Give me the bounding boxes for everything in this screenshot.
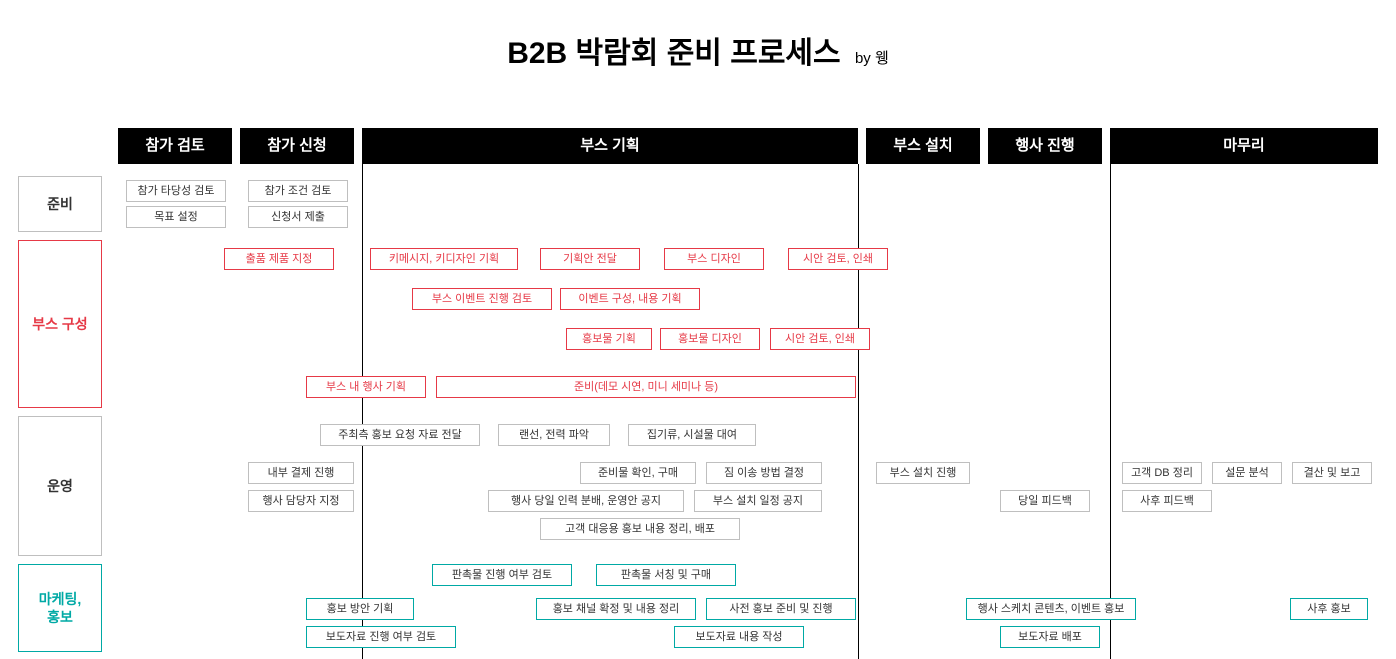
row-header: 준비 [18, 176, 102, 232]
task-box: 고객 DB 정리 [1122, 462, 1202, 484]
column-header: 참가 검토 [118, 128, 232, 164]
row-header: 운영 [18, 416, 102, 556]
title-text: B2B 박람회 준비 프로세스 [507, 37, 840, 70]
task-box: 참가 조건 검토 [248, 180, 348, 202]
task-box: 부스 이벤트 진행 검토 [412, 288, 552, 310]
task-box: 사후 홍보 [1290, 598, 1368, 620]
task-box: 홍보물 기획 [566, 328, 652, 350]
column-header: 마무리 [1110, 128, 1378, 164]
column-divider [362, 164, 363, 659]
task-box: 신청서 제출 [248, 206, 348, 228]
task-box: 시안 검토, 인쇄 [770, 328, 870, 350]
task-box: 준비물 확인, 구매 [580, 462, 696, 484]
task-box: 판촉물 서칭 및 구매 [596, 564, 736, 586]
column-header: 부스 설치 [866, 128, 980, 164]
task-box: 주최측 홍보 요청 자료 전달 [320, 424, 480, 446]
task-box: 시안 검토, 인쇄 [788, 248, 888, 270]
task-box: 당일 피드백 [1000, 490, 1090, 512]
page-title: B2B 박람회 준비 프로세스 by 웽 [0, 28, 1396, 72]
task-box: 결산 및 보고 [1292, 462, 1372, 484]
task-box: 홍보 채널 확정 및 내용 정리 [536, 598, 696, 620]
task-box: 내부 결제 진행 [248, 462, 354, 484]
task-box: 보도자료 내용 작성 [674, 626, 804, 648]
row-header: 부스 구성 [18, 240, 102, 408]
task-box: 부스 내 행사 기획 [306, 376, 426, 398]
task-box: 목표 설정 [126, 206, 226, 228]
task-box: 사후 피드백 [1122, 490, 1212, 512]
task-box: 랜선, 전력 파악 [498, 424, 610, 446]
task-box: 부스 설치 일정 공지 [694, 490, 822, 512]
task-box: 홍보 방안 기획 [306, 598, 414, 620]
task-box: 참가 타당성 검토 [126, 180, 226, 202]
row-header: 마케팅,홍보 [18, 564, 102, 652]
column-header: 참가 신청 [240, 128, 354, 164]
task-box: 집기류, 시설물 대여 [628, 424, 756, 446]
task-box: 부스 설치 진행 [876, 462, 970, 484]
task-box: 키메시지, 키디자인 기획 [370, 248, 518, 270]
task-box: 행사 당일 인력 분배, 운영안 공지 [488, 490, 684, 512]
column-divider [1110, 164, 1111, 659]
column-header: 부스 기획 [362, 128, 858, 164]
task-box: 출품 제품 지정 [224, 248, 334, 270]
task-box: 이벤트 구성, 내용 기획 [560, 288, 700, 310]
task-box: 기획안 전달 [540, 248, 640, 270]
task-box: 행사 스케치 콘텐츠, 이벤트 홍보 [966, 598, 1136, 620]
task-box: 고객 대응용 홍보 내용 정리, 배포 [540, 518, 740, 540]
task-box: 판촉물 진행 여부 검토 [432, 564, 572, 586]
task-box: 홍보물 디자인 [660, 328, 760, 350]
task-box: 설문 분석 [1212, 462, 1282, 484]
task-box: 보도자료 진행 여부 검토 [306, 626, 456, 648]
column-divider [858, 164, 859, 659]
title-byline: by 웽 [855, 50, 889, 67]
column-header: 행사 진행 [988, 128, 1102, 164]
task-box: 부스 디자인 [664, 248, 764, 270]
task-box: 행사 담당자 지정 [248, 490, 354, 512]
task-box: 보도자료 배포 [1000, 626, 1100, 648]
task-box: 사전 홍보 준비 및 진행 [706, 598, 856, 620]
task-box: 짐 이송 방법 결정 [706, 462, 822, 484]
task-box: 준비(데모 시연, 미니 세미나 등) [436, 376, 856, 398]
